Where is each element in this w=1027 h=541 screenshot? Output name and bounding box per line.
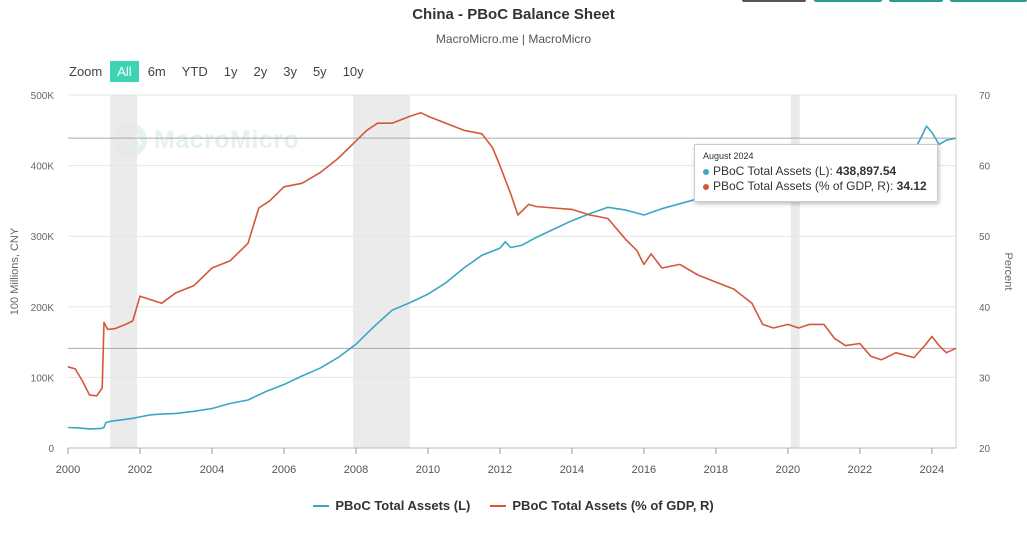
- chart-subtitle: MacroMicro.me | MacroMicro: [435, 32, 592, 46]
- watermark-text: MacroMicro: [154, 125, 300, 154]
- y-right-tick-label: 30: [979, 373, 991, 384]
- tooltip: August 2024 PBoC Total Assets (L): 438,8…: [694, 144, 938, 202]
- zoom-button-3y[interactable]: 3y: [283, 63, 297, 79]
- legend: PBoC Total Assets (L) PBoC Total Assets …: [0, 498, 1027, 513]
- y-left-tick-label: 400K: [31, 162, 55, 173]
- recession-band: [110, 95, 138, 448]
- y-left-tick-label: 0: [48, 444, 54, 455]
- x-tick-label: 2004: [200, 464, 224, 476]
- chart-title: China - PBoC Balance Sheet: [412, 6, 615, 23]
- x-tick-label: 2012: [488, 464, 512, 476]
- tooltip-value-gdp: 34.12: [896, 179, 927, 193]
- zoom-button-all[interactable]: All: [110, 60, 139, 82]
- x-tick-label: 2006: [272, 464, 296, 476]
- tooltip-row-gdp: PBoC Total Assets (% of GDP, R): 34.12: [703, 179, 929, 194]
- y-right-tick-label: 60: [979, 162, 991, 173]
- y-left-tick-label: 200K: [31, 303, 55, 314]
- zoom-button-2y[interactable]: 2y: [253, 63, 268, 79]
- x-tick-label: 2008: [344, 464, 368, 476]
- tooltip-row-assets: PBoC Total Assets (L): 438,897.54: [703, 164, 929, 179]
- y-left-tick-label: 500K: [31, 91, 55, 102]
- zoom-button-6m[interactable]: 6m: [147, 63, 166, 79]
- x-tick-label: 2010: [416, 464, 440, 476]
- top-button-1[interactable]: [742, 0, 806, 2]
- y-right-axis-label: Percent: [1002, 253, 1014, 291]
- tooltip-date: August 2024: [703, 151, 754, 161]
- legend-line-assets-icon: [313, 504, 330, 507]
- y-left-tick-label: 300K: [31, 232, 55, 243]
- zoom-label: Zoom: [69, 63, 103, 79]
- x-tick-label: 2000: [56, 464, 80, 476]
- x-tick-label: 2022: [848, 464, 872, 476]
- x-tick-label: 2002: [128, 464, 152, 476]
- recession-band: [790, 95, 800, 448]
- legend-label-assets: PBoC Total Assets (L): [335, 498, 471, 513]
- top-button-3[interactable]: [889, 0, 943, 2]
- y-left-tick-label: 100K: [31, 373, 55, 384]
- x-tick-label: 2020: [776, 464, 800, 476]
- zoom-button-1y[interactable]: 1y: [223, 63, 238, 79]
- y-left-axis-label: 100 Millions, CNY: [9, 227, 21, 315]
- top-button-2[interactable]: [814, 0, 882, 2]
- tooltip-label-assets: PBoC Total Assets (L):: [713, 164, 837, 178]
- zoom-button-5y[interactable]: 5y: [312, 63, 327, 79]
- gdp-dot-icon: [703, 183, 709, 190]
- legend-item-gdp[interactable]: PBoC Total Assets (% of GDP, R): [490, 498, 714, 513]
- zoom-button-ytd[interactable]: YTD: [181, 63, 208, 79]
- tooltip-value-assets: 438,897.54: [836, 164, 897, 178]
- legend-label-gdp: PBoC Total Assets (% of GDP, R): [512, 498, 714, 513]
- x-tick-label: 2018: [704, 464, 728, 476]
- y-right-tick-label: 40: [979, 303, 991, 314]
- y-right-tick-label: 50: [979, 232, 991, 243]
- legend-line-gdp-icon: [490, 504, 507, 507]
- recession-band: [353, 95, 410, 448]
- tooltip-label-gdp: PBoC Total Assets (% of GDP, R):: [713, 179, 897, 193]
- y-right-tick-label: 20: [979, 444, 991, 455]
- x-tick-label: 2014: [560, 464, 584, 476]
- series-line-gdp: [67, 111, 957, 397]
- zoom-button-10y[interactable]: 10y: [342, 63, 364, 79]
- zoom-bar: Zoom All 6m YTD 1y 2y 3y 5y 10y: [69, 60, 373, 82]
- legend-item-assets[interactable]: PBoC Total Assets (L): [313, 498, 470, 513]
- top-button-4[interactable]: [950, 0, 1027, 2]
- y-right-tick-label: 70: [979, 91, 991, 102]
- x-tick-label: 2024: [920, 464, 944, 476]
- x-tick-label: 2016: [632, 464, 656, 476]
- assets-dot-icon: [703, 168, 709, 175]
